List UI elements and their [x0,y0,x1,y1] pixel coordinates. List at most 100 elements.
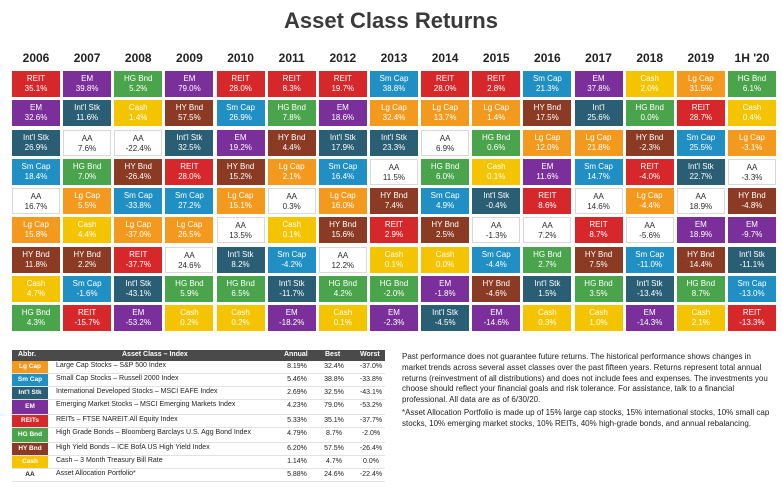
legend-best-value: 38.8% [324,376,344,383]
cell-asset-label: HY Bnd [738,191,766,200]
return-cell: Int'l Stk -11.1% [727,246,776,273]
cell-return-value: -1.3% [485,231,507,241]
cell-return-value: 15.1% [229,201,252,210]
cell-return-value: 22.7% [689,171,713,181]
return-cell: Int'l Stk -0.4% [472,188,521,214]
return-cell: REIT 28.0% [216,71,265,97]
legend-annual-value: 4.23% [287,402,307,409]
cell-return-value: 1.0% [589,318,608,327]
cell-return-value: 4.9% [435,201,455,210]
legend-asset-name: Small Cap Stocks – Russell 2000 Index [56,375,179,382]
cell-return-value: -4.8% [741,201,763,210]
return-cell: Cash 2.0% [625,71,674,97]
cell-return-value: 31.5% [689,84,713,93]
legend-asset-name: REITs – FTSE NAREIT All Equity Index [56,416,178,423]
cell-asset-label: AA [388,162,400,172]
return-cell: Lg Cap 16.0% [318,188,367,214]
cell-asset-label: EM [30,103,42,113]
legend-abbr-badge: Int'l Stk [12,387,48,399]
cell-asset-label: Lg Cap [227,191,254,200]
return-cell: HG Bnd 3.5% [574,275,623,302]
cell-asset-label: Int'l Stk [278,278,305,288]
cell-return-value: -3.3% [741,172,763,182]
cell-return-value: 7.6% [78,143,97,153]
return-cell: REIT 8.7% [574,217,623,244]
return-cell: REIT 2.8% [472,71,521,97]
cell-return-value: -14.6% [483,318,509,327]
return-cell: HY Bnd 4.4% [267,129,316,156]
cell-asset-label: Lg Cap [636,191,663,200]
return-cell: HG Bnd 5.9% [165,275,214,302]
year-label: 2010 [227,51,254,65]
cell-asset-label: HG Bnd [21,308,51,317]
cell-asset-label: HG Bnd [686,278,716,288]
cell-return-value: 26.5% [178,230,201,240]
cell-return-value: 5.2% [129,84,148,93]
cell-asset-label: Sm Cap [72,278,102,288]
return-cell: AA 7.6% [63,129,112,156]
cell-asset-label: HY Bnd [635,132,664,142]
return-cell: Lg Cap 26.5% [165,217,214,244]
legend-row: HY Bnd High Yield Bonds – ICE BofA US Hig… [12,443,385,456]
cell-asset-label: EM [745,220,758,230]
legend-asset-name: International Developed Stocks – MSCI EA… [56,388,218,395]
cell-return-value: -11.7% [279,288,305,298]
cell-return-value: 15.2% [229,171,252,181]
cell-return-value: -13.3% [739,318,765,327]
return-cell: Cash 4.7% [12,275,60,302]
return-cell: Sm Cap -33.8% [114,188,163,214]
return-cell: Int'l Stk 22.7% [676,158,725,185]
cell-return-value: 6.5% [231,288,250,298]
return-cell: Lg Cap -4.4% [625,188,674,214]
cell-asset-label: AA [439,133,451,143]
cell-return-value: -4.4% [485,259,507,269]
cell-asset-label: Int'l Stk [483,191,510,200]
cell-return-value: -11.0% [637,259,663,269]
cell-return-value: 2.7% [538,259,557,269]
cell-asset-label: REIT [487,74,506,83]
legend-best-value: 32.4% [324,363,344,370]
year-header-row: 2006 2007 2008 2009 2010 2011 2012 2013 2014 2015… [12,51,772,67]
disclaimer-notes: Past performance does not guarantee futu… [402,352,772,432]
cell-asset-label: Lg Cap [74,191,101,200]
cell-asset-label: Sm Cap [123,191,153,200]
return-cell: Sm Cap -1.6% [63,275,112,302]
return-cell: EM 39.8% [63,71,112,97]
return-cell: HY Bnd -4.8% [727,188,776,214]
cell-return-value: -2.3% [639,142,661,152]
return-cell: EM 11.6% [523,158,572,185]
cell-asset-label: AA [746,162,758,172]
cell-asset-label: EM [81,74,94,83]
return-cell: HY Bnd 17.5% [523,100,572,127]
legend-header-annual: Annual [284,351,308,358]
cell-asset-label: Lg Cap [329,191,356,200]
return-cell: Sm Cap -4.4% [472,246,521,273]
return-cell: Sm Cap 21.3% [523,71,572,97]
cell-asset-label: HG Bnd [533,249,562,259]
return-cell: AA -22.4% [114,129,163,156]
year-label: 2011 [278,51,305,65]
return-cell: Lg Cap -37.0% [114,217,163,244]
return-cell: Int'l Stk 8.2% [216,246,265,273]
return-cell: Sm Cap 16.4% [318,158,367,185]
cell-asset-label: HG Bnd [72,161,102,171]
cell-return-value: 11.5% [382,172,406,182]
return-cell: Int'l 25.6% [574,100,623,127]
legend-worst-value: -33.8% [359,376,383,383]
return-cell: AA 12.2% [318,246,367,273]
legend-header-worst: Worst [360,351,380,358]
return-cell: Cash 0.1% [369,246,418,273]
legend-asset-name: Asset Allocation Portfolio* [56,470,136,477]
cell-asset-label: Int'l Stk [329,132,356,142]
return-cell: Cash 1.0% [574,305,623,331]
cell-asset-label: Lg Cap [278,161,305,171]
return-cell: EM 37.8% [574,71,623,97]
return-cell: HG Bnd 6.5% [216,275,265,302]
legend-worst-value: -37.0% [359,363,383,370]
cell-return-value: 1.4% [129,113,148,123]
cell-asset-label: Cash [589,308,608,317]
return-cell: HY Bnd 15.6% [318,217,367,244]
year-label: 2018 [636,51,664,65]
year-label: 2016 [534,51,561,65]
legend-annual-value: 5.88% [287,471,307,478]
